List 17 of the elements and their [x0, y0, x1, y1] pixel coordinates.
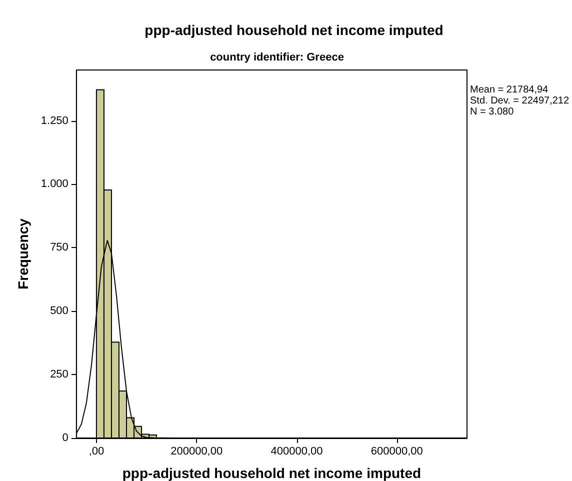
- x-tick-label: ,00: [88, 446, 104, 458]
- y-axis-title: Frequency: [15, 218, 31, 290]
- text: Std. Dev. = 22497,212: [470, 96, 570, 106]
- y-tick-label: 750: [50, 242, 68, 254]
- y-tick-label: 250: [50, 368, 68, 381]
- chart-subtitle: country identifier: Greece: [210, 52, 344, 64]
- x-tick-label: 400000,00: [270, 446, 323, 458]
- text: N = 3.080: [470, 106, 514, 118]
- y-tick-label: 1.000: [40, 178, 68, 190]
- y-tick-label: 1.250: [40, 114, 68, 127]
- text: Mean = 21784,94: [470, 84, 549, 96]
- y-tick-label: 500: [50, 305, 68, 318]
- x-axis-title: ppp-adjusted household net income imputed: [122, 465, 422, 481]
- x-tick-label: 600000,00: [370, 446, 423, 458]
- chart-title: ppp-adjusted household net income imputed: [144, 22, 444, 38]
- y-tick-label: 0: [62, 432, 68, 444]
- x-tick-label: 200000,00: [170, 446, 223, 458]
